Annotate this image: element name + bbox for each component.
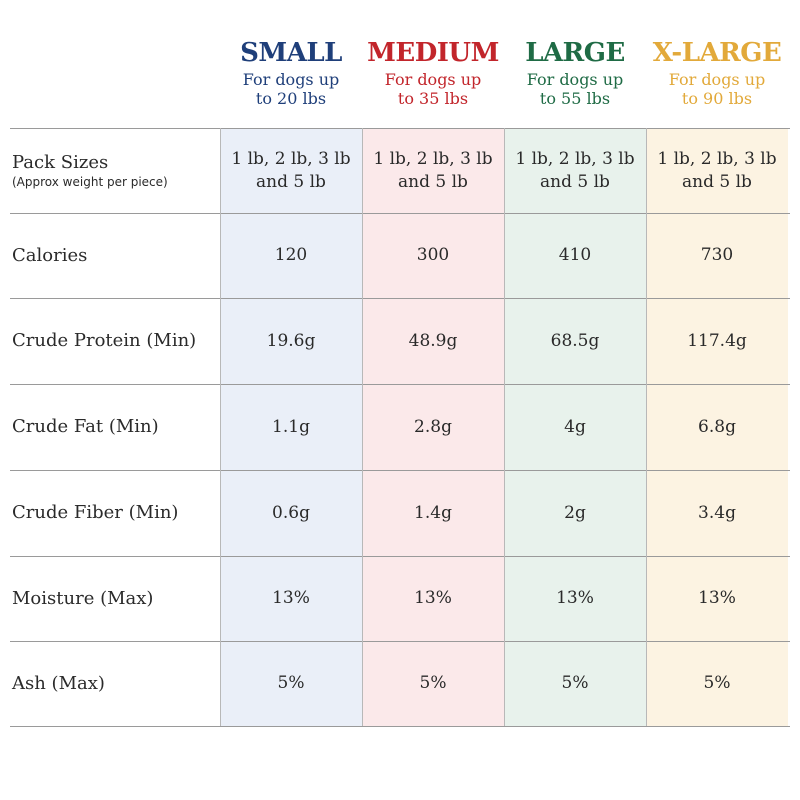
table-cell: 5% — [277, 673, 305, 693]
row-divider — [10, 556, 790, 557]
column-divider — [220, 128, 221, 726]
size-title: LARGE — [525, 38, 625, 68]
row-divider — [10, 641, 790, 642]
column-background-x-large — [646, 128, 788, 726]
table-cell: 410 — [558, 245, 592, 265]
row-label-text: Moisture (Max) — [12, 587, 154, 609]
table-cell: 1.4g — [414, 502, 452, 523]
size-title: SMALL — [240, 38, 342, 68]
table-cell: 3.4g — [698, 502, 736, 523]
size-header-large: LARGE For dogs up to 55 lbs — [504, 38, 646, 108]
table-cell: 13% — [414, 588, 452, 608]
row-label: Crude Protein (Min) — [12, 298, 218, 384]
size-header-x-large: X-LARGE For dogs up to 90 lbs — [646, 38, 788, 108]
row-label-text: Calories — [12, 244, 88, 266]
row-label-text: Crude Protein (Min) — [12, 330, 197, 351]
size-title: X-LARGE — [652, 38, 782, 68]
table-cell: 300 — [416, 245, 450, 265]
table-cell: 120 — [274, 245, 308, 265]
row-label: Crude Fat (Min) — [12, 384, 218, 470]
row-divider — [10, 470, 790, 471]
size-subtitle-line2: to 90 lbs — [681, 89, 753, 108]
column-divider — [504, 128, 505, 726]
table-cell: 117.4g — [687, 330, 747, 351]
table-cell: 5% — [419, 673, 447, 693]
size-subtitle-line1: For dogs up — [668, 70, 766, 89]
row-label-text: Crude Fiber (Min) — [12, 502, 179, 523]
size-header-small: SMALL For dogs up to 20 lbs — [220, 38, 362, 108]
row-label: Ash (Max) — [12, 641, 218, 726]
size-subtitle-line2: to 55 lbs — [539, 89, 611, 108]
size-title: MEDIUM — [367, 38, 499, 68]
size-subtitle-line1: For dogs up — [384, 70, 482, 89]
column-divider — [362, 128, 363, 726]
row-divider — [10, 384, 790, 385]
table-cell: 48.9g — [408, 330, 458, 351]
table-cell: 730 — [700, 245, 734, 265]
table-cell: 2.8g — [414, 416, 452, 437]
column-divider — [646, 128, 647, 726]
table-cell: 1 lb, 2 lb, 3 lb and 5 lb — [231, 148, 351, 192]
row-divider — [10, 128, 790, 129]
row-label-text: Pack Sizes — [12, 151, 109, 173]
row-divider — [10, 213, 790, 214]
size-subtitle-line2: to 35 lbs — [397, 89, 469, 108]
table-cell: 4g — [564, 416, 586, 437]
row-sublabel-text: (Approx weight per piece) — [12, 174, 168, 189]
row-label: Pack Sizes (Approx weight per piece) — [12, 128, 218, 213]
size-subtitle-line2: to 20 lbs — [255, 89, 327, 108]
size-header-medium: MEDIUM For dogs up to 35 lbs — [362, 38, 504, 108]
table-cell: 0.6g — [272, 502, 310, 523]
table-cell: 1 lb, 2 lb, 3 lb and 5 lb — [657, 148, 777, 192]
table-cell: 13% — [272, 588, 310, 608]
table-cell: 19.6g — [266, 330, 316, 351]
table-cell: 1.1g — [272, 416, 310, 437]
table-cell: 1 lb, 2 lb, 3 lb and 5 lb — [373, 148, 493, 192]
row-label: Calories — [12, 213, 218, 298]
row-label-text: Crude Fat (Min) — [12, 416, 159, 437]
table-cell: 5% — [703, 673, 731, 693]
row-divider — [10, 726, 790, 727]
table-cell: 1 lb, 2 lb, 3 lb and 5 lb — [515, 148, 635, 192]
column-background-small — [220, 128, 362, 726]
row-divider — [10, 298, 790, 299]
row-label: Crude Fiber (Min) — [12, 470, 218, 556]
table-cell: 2g — [564, 502, 586, 523]
size-subtitle-line1: For dogs up — [526, 70, 624, 89]
table-cell: 5% — [561, 673, 589, 693]
size-subtitle-line1: For dogs up — [242, 70, 340, 89]
table-cell: 13% — [556, 588, 594, 608]
row-label: Moisture (Max) — [12, 556, 218, 641]
table-cell: 13% — [698, 588, 736, 608]
row-label-text: Ash (Max) — [12, 672, 105, 694]
column-background-medium — [362, 128, 504, 726]
table-cell: 6.8g — [698, 416, 736, 437]
column-background-large — [504, 128, 646, 726]
table-cell: 68.5g — [550, 330, 600, 351]
